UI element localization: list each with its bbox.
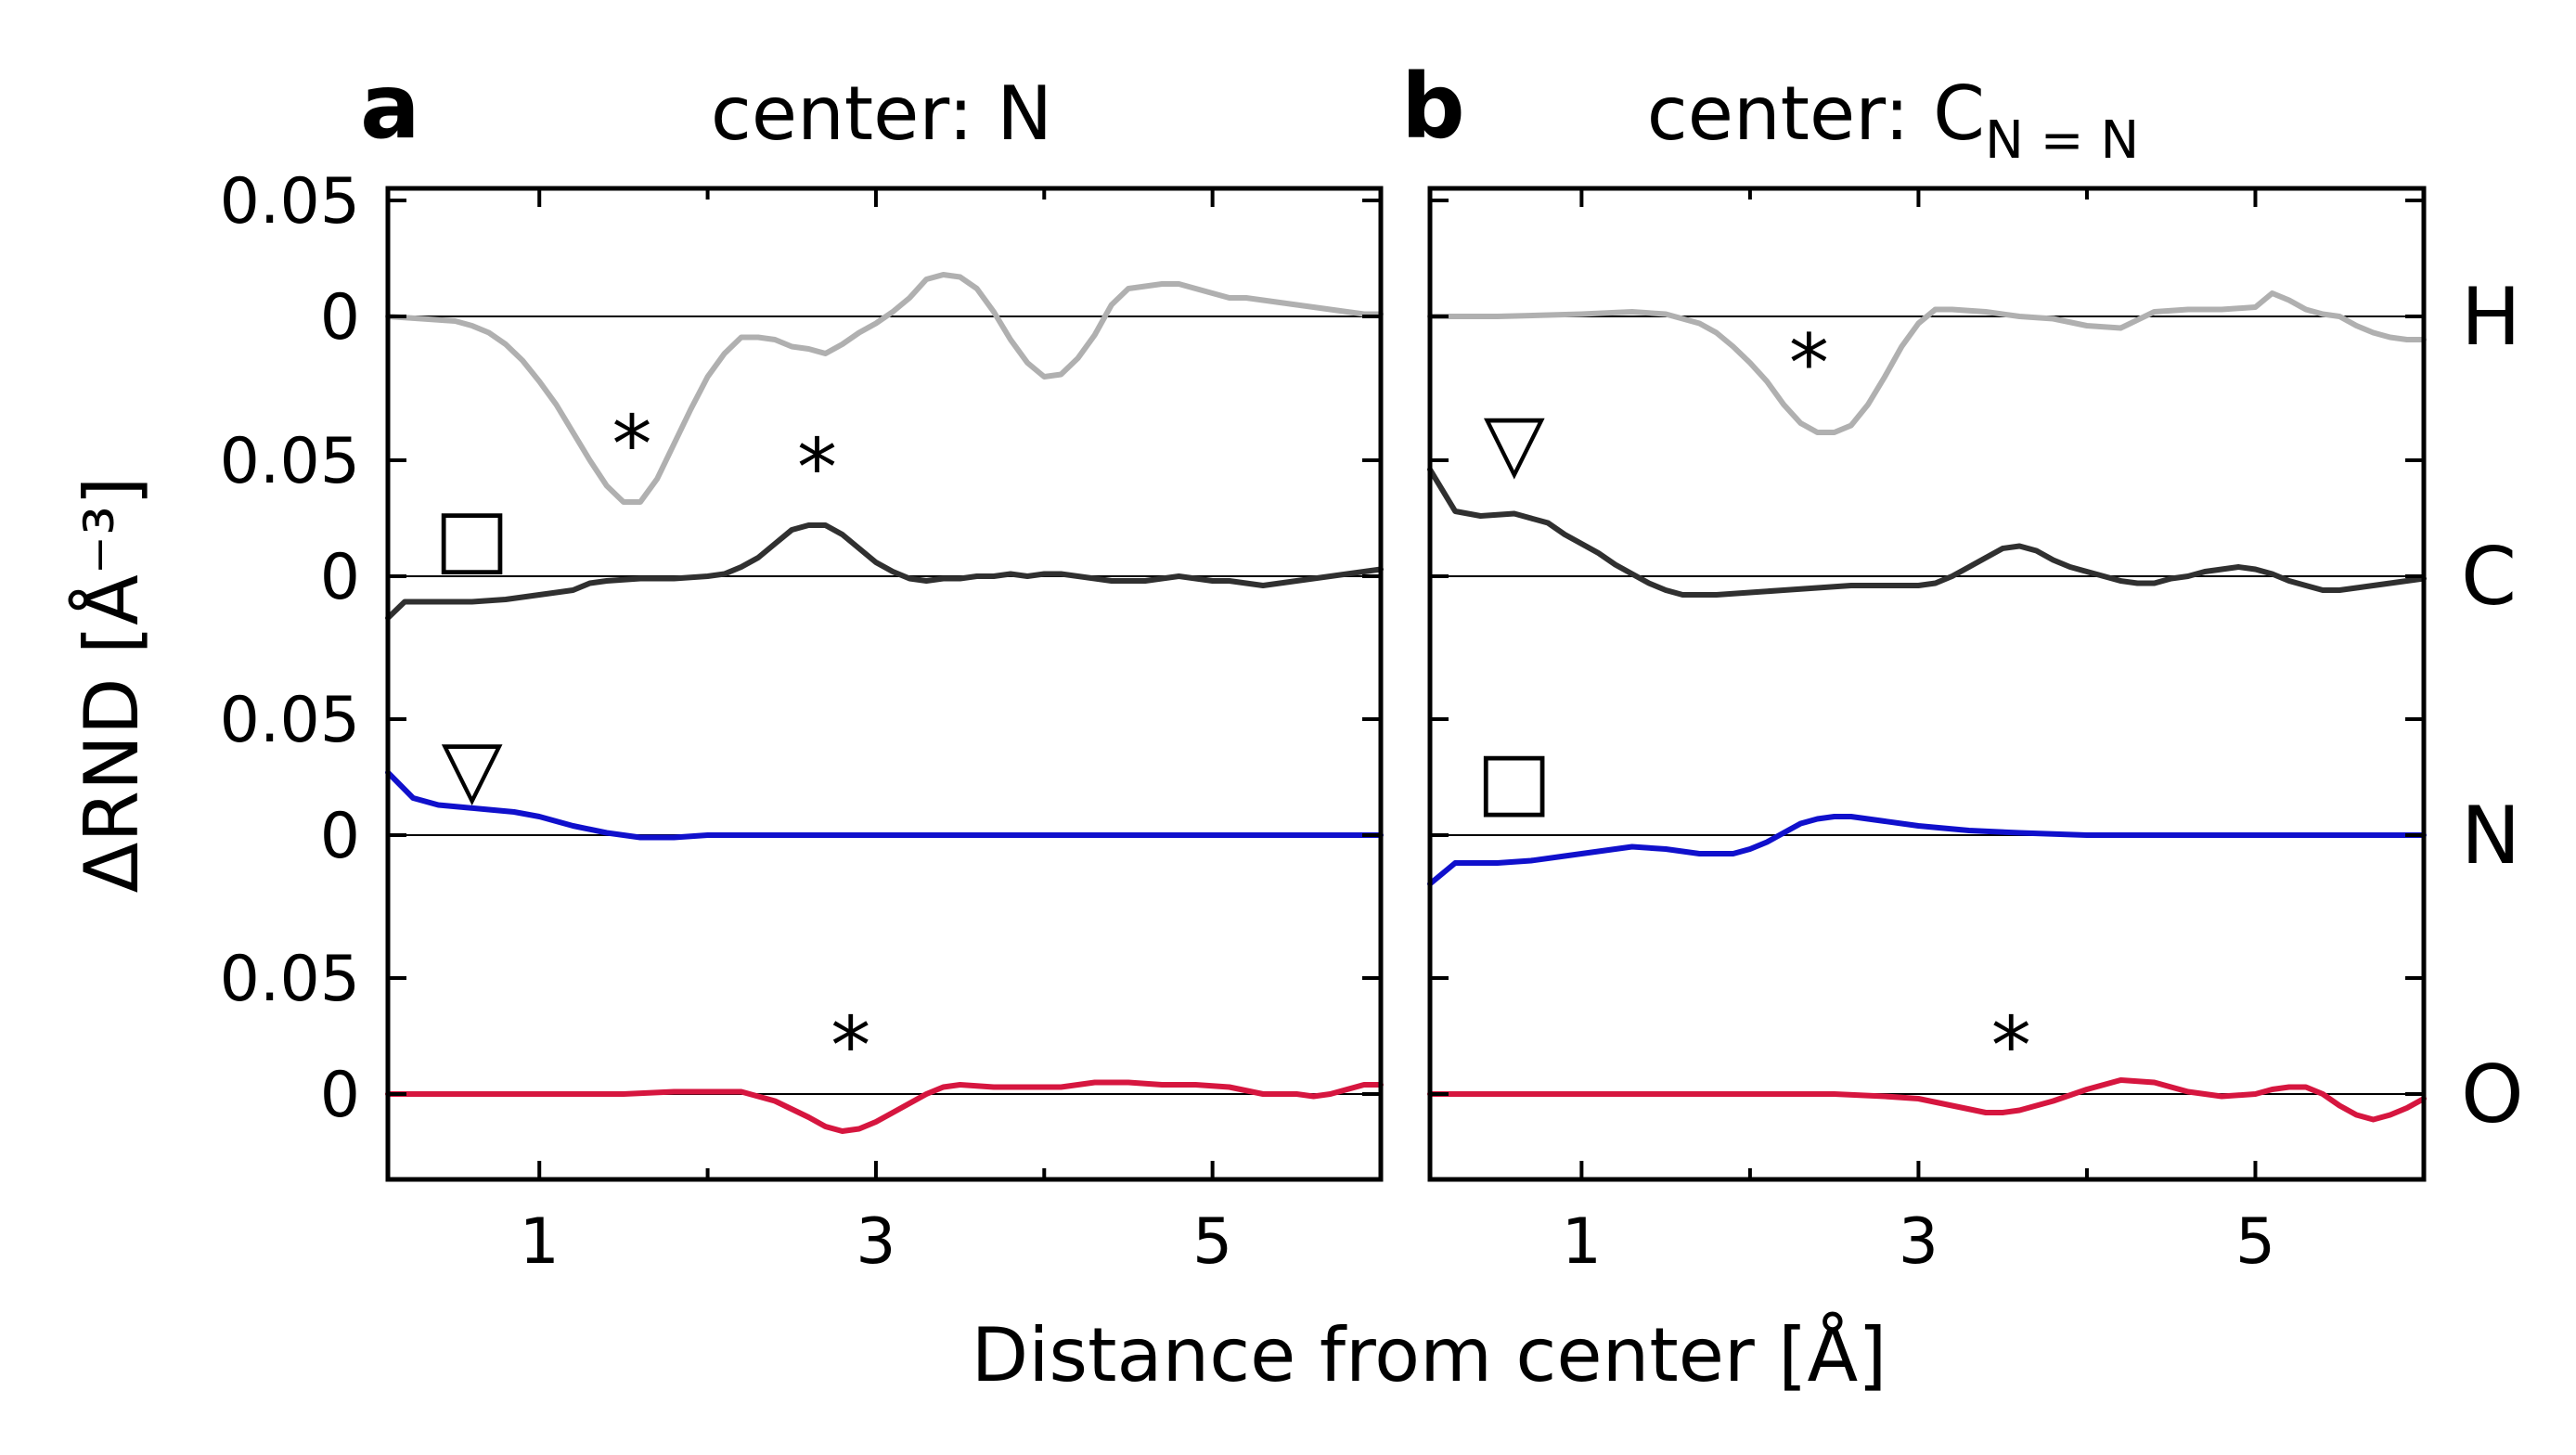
element-labels: H C N O (2461, 271, 2524, 1141)
annotation-marker: ▽ (442, 723, 503, 816)
y-tick-label: 0 (320, 1059, 360, 1132)
x-axis-label: Distance from center [Å] (972, 1311, 1887, 1398)
panel-b: b center: CN = N * ▽ □ * 1 3 5 (1401, 55, 2427, 1279)
panel-title-b: center: CN = N (1647, 71, 2140, 171)
plot-frame (1427, 186, 2427, 1182)
annotation-marker: * (1789, 317, 1829, 410)
annotation-marker: * (1991, 1000, 2031, 1093)
annotation-marker: * (797, 422, 837, 515)
series-line-N (1427, 814, 2427, 887)
panel-a: a center: N * * □ ▽ * 1 3 5 (360, 55, 1384, 1279)
element-label-C: C (2461, 531, 2517, 624)
panel-letter-a: a (360, 55, 420, 159)
series-line-H (1427, 290, 2427, 435)
annotation-marker: * (612, 399, 651, 492)
plot-frame (385, 186, 1384, 1182)
series-line-O (385, 1079, 1384, 1134)
series-line-C (1427, 467, 2427, 598)
annotation-marker: * (831, 1000, 870, 1093)
y-tick-label: 0 (320, 800, 360, 873)
annotation-marker: □ (434, 492, 509, 585)
x-tick-label: 1 (520, 1205, 560, 1279)
x-tick-label: 3 (1899, 1205, 1938, 1279)
y-tick-label: 0 (320, 281, 360, 354)
y-axis-label: ΔRND [Å⁻³] (68, 477, 155, 894)
series-line-H (385, 272, 1384, 505)
x-tick-label: 3 (856, 1205, 895, 1279)
plot-area-b: * ▽ □ * 1 3 5 (1427, 186, 2427, 1279)
x-tick-label: 5 (2235, 1205, 2275, 1279)
annotation-marker: □ (1476, 734, 1552, 827)
element-label-N: N (2461, 790, 2520, 882)
y-tick-label: 0 (320, 541, 360, 614)
element-label-O: O (2461, 1049, 2524, 1141)
y-tick-label: 0.05 (220, 425, 360, 498)
y-tick-label: 0.05 (220, 684, 360, 757)
plot-area-a: * * □ ▽ * 1 3 5 (385, 186, 1384, 1279)
x-tick-label: 5 (1192, 1205, 1232, 1279)
annotation-marker: ▽ (1484, 396, 1545, 489)
element-label-H: H (2461, 271, 2521, 364)
panel-letter-b: b (1401, 55, 1465, 159)
y-tick-labels: 0.05 0 0.05 0 0.05 0 0.05 0 (220, 165, 360, 1132)
series-line-C (385, 522, 1384, 621)
series-line-O (1427, 1077, 2427, 1123)
y-tick-label: 0.05 (220, 165, 360, 238)
y-tick-label: 0.05 (220, 943, 360, 1016)
panel-title-a: center: N (711, 71, 1052, 157)
series-line-N (385, 769, 1384, 841)
x-tick-label: 1 (1562, 1205, 1602, 1279)
